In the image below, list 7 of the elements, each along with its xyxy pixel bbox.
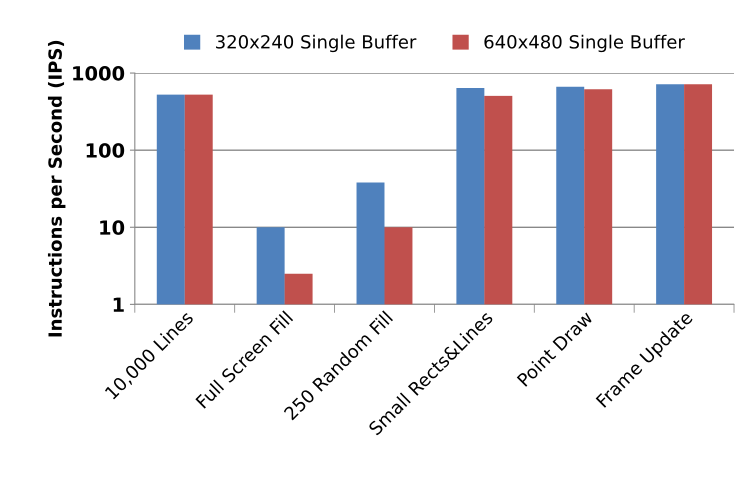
legend-label: 640x480 Single Buffer <box>484 34 685 52</box>
y-tick-label: 1 <box>114 298 124 312</box>
y-axis-title: Instructions per Second (IPS) <box>48 40 66 336</box>
y-tick-label: 1000 <box>73 66 124 81</box>
y-tick-label: 100 <box>86 143 124 158</box>
legend-label: 320x240 Single Buffer <box>216 34 416 52</box>
y-tick-label: 10 <box>100 220 124 235</box>
